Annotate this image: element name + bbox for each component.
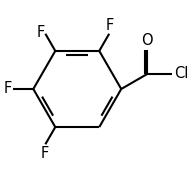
Text: F: F	[4, 82, 12, 96]
Text: Cl: Cl	[174, 66, 188, 81]
Text: F: F	[106, 18, 114, 33]
Text: F: F	[40, 146, 49, 161]
Text: O: O	[142, 33, 153, 48]
Text: F: F	[36, 25, 45, 40]
